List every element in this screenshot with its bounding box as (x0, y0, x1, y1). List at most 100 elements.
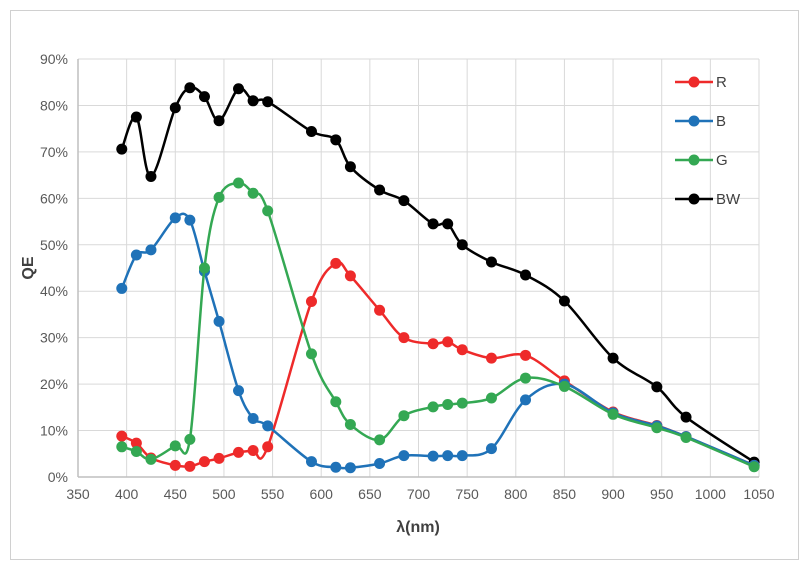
data-point-bw (680, 411, 692, 423)
data-point-r (247, 445, 259, 457)
legend: R B G BW (675, 74, 741, 208)
data-point-g (233, 177, 245, 189)
legend-label: R (716, 74, 727, 91)
y-tick-label: 50% (40, 237, 68, 253)
data-point-b (169, 212, 181, 224)
x-tick-label: 800 (504, 486, 528, 502)
legend-item-bw: BW (675, 191, 741, 208)
data-point-bw (262, 96, 274, 108)
x-tick-label: 400 (115, 486, 139, 502)
data-point-b (247, 412, 259, 424)
data-point-bw (213, 115, 225, 127)
data-point-g (520, 372, 532, 384)
x-tick-label: 500 (212, 486, 236, 502)
data-point-r (184, 460, 196, 472)
data-point-g (456, 397, 468, 409)
data-point-r (262, 441, 274, 453)
series-r (116, 257, 760, 472)
data-point-b (130, 249, 142, 261)
series-g (116, 177, 760, 473)
data-point-bw (233, 83, 245, 95)
data-point-r (305, 295, 317, 307)
chart-frame (10, 10, 799, 560)
data-point-r (442, 336, 454, 348)
data-point-bw (651, 381, 663, 393)
data-point-g (247, 187, 259, 199)
series-bw (116, 82, 760, 468)
data-point-b (485, 443, 497, 455)
data-point-g (748, 461, 760, 473)
x-tick-label: 900 (601, 486, 625, 502)
x-tick-label: 550 (261, 486, 285, 502)
y-tick-label: 20% (40, 376, 68, 392)
y-tick-label: 70% (40, 144, 68, 160)
legend-marker (688, 76, 700, 88)
data-point-g (651, 422, 663, 434)
data-point-b (442, 450, 454, 462)
x-tick-label: 700 (407, 486, 431, 502)
data-point-b (374, 458, 386, 470)
data-point-g (305, 348, 317, 360)
data-point-r (198, 456, 210, 468)
data-point-b (330, 461, 342, 473)
data-point-r (344, 270, 356, 282)
data-point-r (520, 349, 532, 361)
data-point-r (330, 257, 342, 269)
data-point-g (130, 445, 142, 457)
x-tick-label: 950 (650, 486, 674, 502)
legend-item-b: B (675, 113, 726, 130)
x-tick-label: 450 (164, 486, 188, 502)
data-point-r (130, 437, 142, 449)
data-point-b (305, 456, 317, 468)
data-point-g (607, 408, 619, 420)
grid (77, 58, 760, 478)
data-point-r (456, 344, 468, 356)
data-point-g (427, 401, 439, 413)
data-point-bw (169, 102, 181, 114)
data-point-g (442, 399, 454, 411)
y-tick-label: 90% (40, 51, 68, 67)
data-point-bw (344, 161, 356, 173)
data-point-r (374, 304, 386, 316)
data-point-bw (116, 143, 128, 155)
data-point-g (485, 392, 497, 404)
data-point-b (344, 462, 356, 474)
data-point-b (262, 420, 274, 432)
data-point-b (398, 450, 410, 462)
legend-marker (688, 115, 700, 127)
y-axis-label: QE (20, 256, 37, 279)
data-point-bw (184, 82, 196, 94)
data-point-bw (330, 134, 342, 146)
data-point-r (485, 352, 497, 364)
data-point-bw (558, 295, 570, 307)
data-point-b (520, 394, 532, 406)
data-point-bw (130, 111, 142, 123)
data-point-b (213, 315, 225, 327)
x-tick-label: 1050 (743, 486, 774, 502)
data-point-b (233, 385, 245, 397)
data-point-bw (456, 239, 468, 251)
data-point-bw (247, 95, 259, 107)
data-point-bw (305, 125, 317, 137)
data-point-g (169, 440, 181, 452)
series-group (116, 82, 760, 474)
data-point-g (145, 453, 157, 465)
x-tick-label: 350 (66, 486, 90, 502)
y-tick-label: 80% (40, 97, 68, 113)
series-line-r (121, 261, 755, 468)
legend-marker (688, 193, 700, 205)
data-point-r (116, 430, 128, 442)
data-point-g (680, 432, 692, 444)
data-point-g (198, 262, 210, 274)
data-point-bw (427, 218, 439, 230)
data-point-b (427, 450, 439, 462)
y-tick-label: 40% (40, 283, 68, 299)
data-point-bw (145, 171, 157, 183)
y-tick-label: 0% (48, 469, 68, 485)
data-point-bw (198, 91, 210, 103)
data-point-bw (442, 218, 454, 230)
y-tick-label: 30% (40, 330, 68, 346)
data-point-g (398, 410, 410, 422)
data-point-bw (374, 184, 386, 196)
